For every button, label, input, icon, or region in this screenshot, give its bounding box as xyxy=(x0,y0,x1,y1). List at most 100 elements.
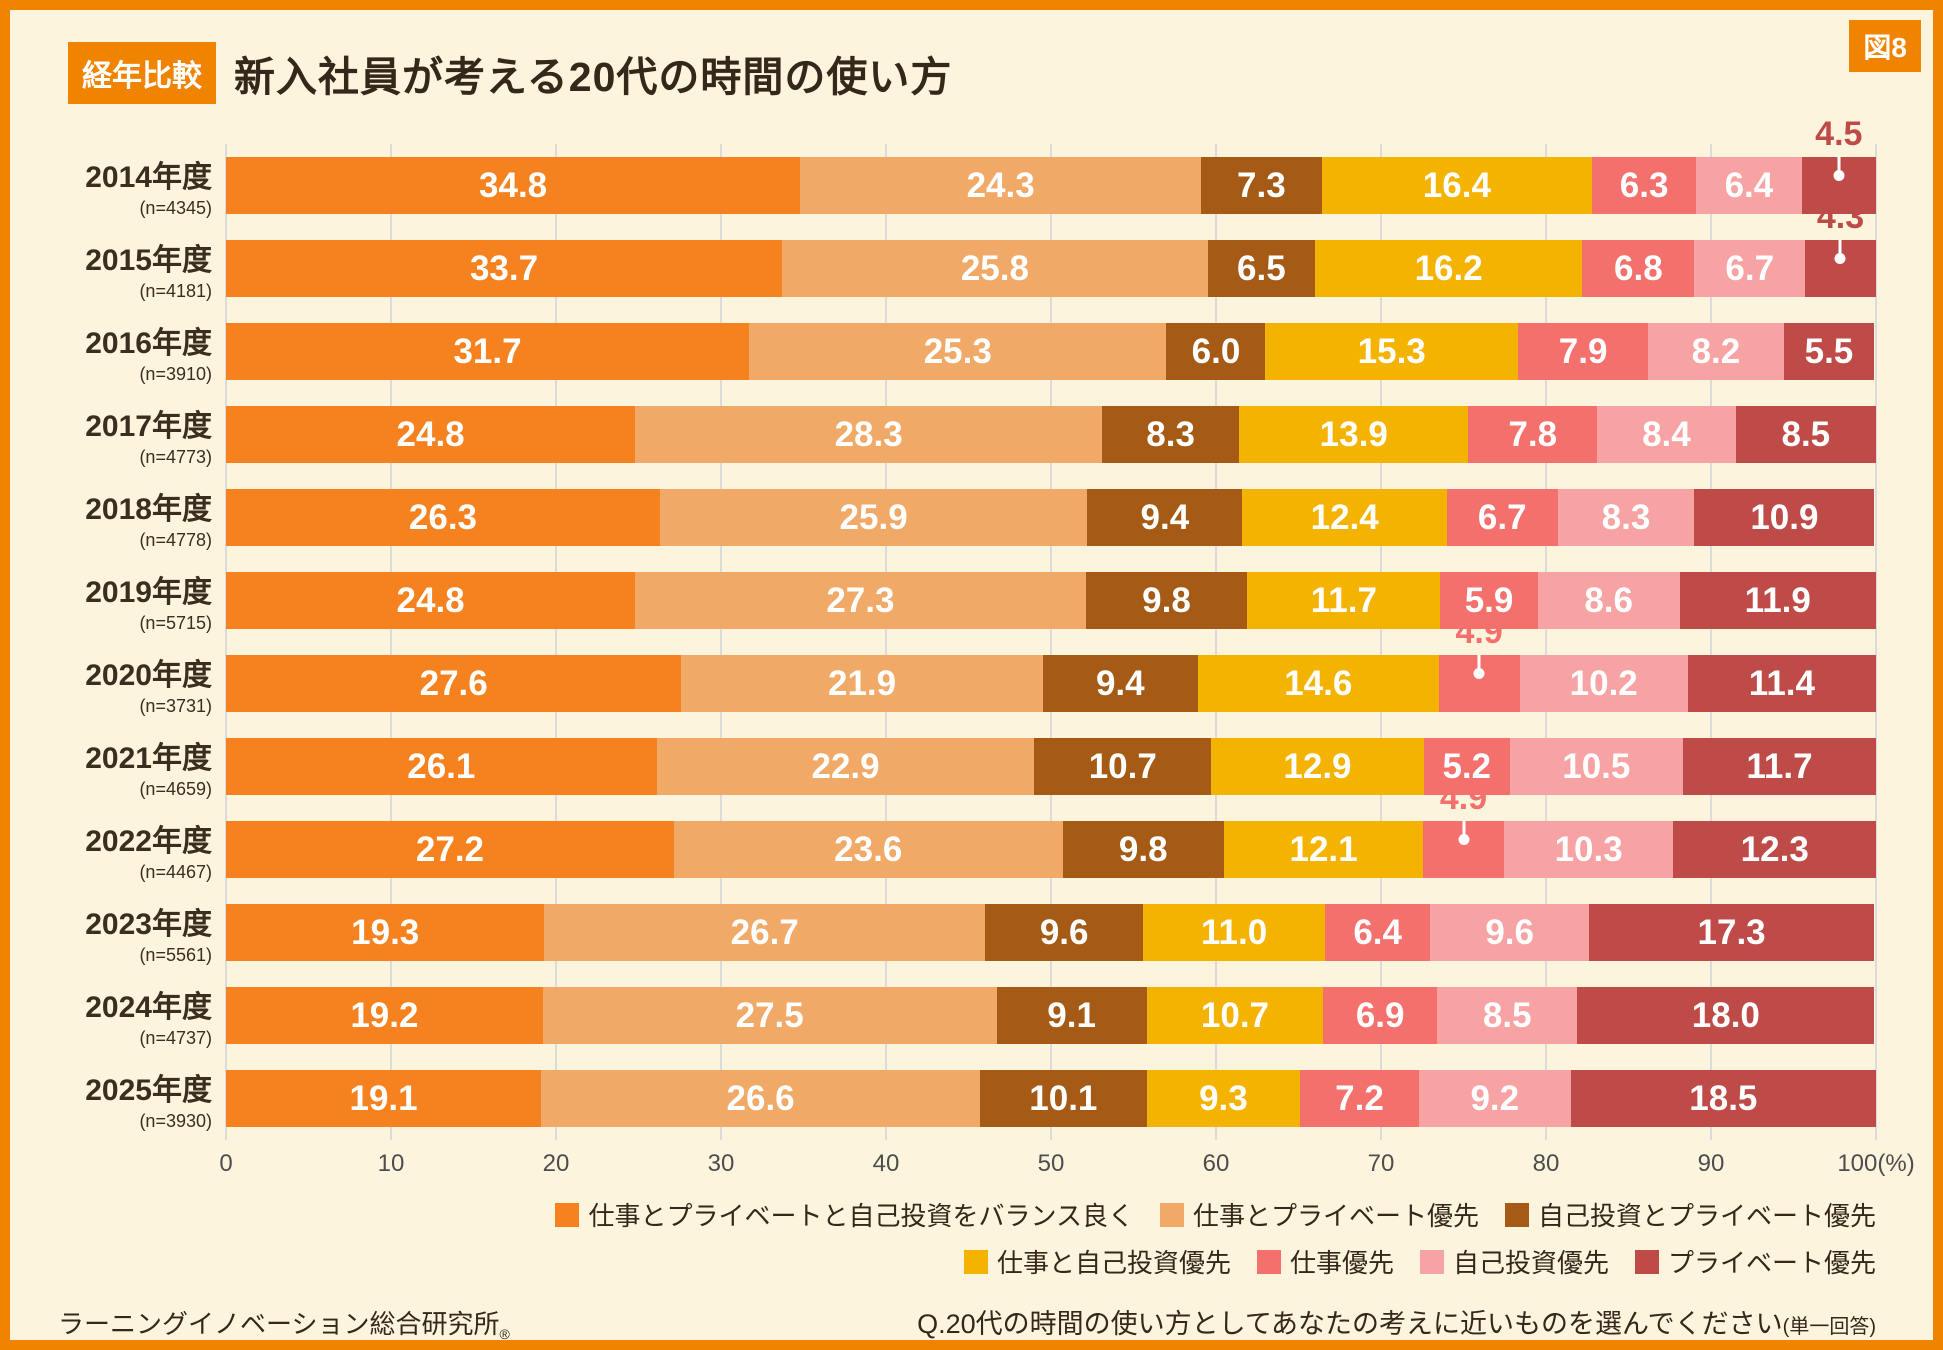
legend-item: 仕事優先 xyxy=(1256,1243,1394,1280)
segment-value-label: 10.7 xyxy=(1088,746,1157,786)
callout-pin-dot xyxy=(1458,834,1470,845)
segment-value-label: 9.1 xyxy=(1047,995,1096,1035)
bar-segment: 9.4 xyxy=(1087,489,1243,546)
segment-value-label: 25.9 xyxy=(839,497,908,537)
bar-row: 27.2 23.6 9.8 12.1 4.9 10.3 12.3 xyxy=(226,779,1877,891)
bar-segment: 19.1 xyxy=(226,1070,542,1127)
segment-value-label: 6.4 xyxy=(1724,165,1774,205)
segment-value-label: 12.9 xyxy=(1283,746,1352,786)
stacked-bar: 27.2 23.6 9.8 12.1 4.9 10.3 12.3 xyxy=(226,779,1877,878)
bar-segment: 12.9 xyxy=(1211,738,1424,795)
bar-row: 27.6 21.9 9.4 14.6 4.9 10.2 11.4 xyxy=(226,613,1876,725)
year-label: 2021年度 xyxy=(85,742,212,775)
bar-segment: 27.5 xyxy=(542,987,997,1044)
bar-segment: 8.6 xyxy=(1537,572,1680,629)
row-label: 2025年度 (n=3930) xyxy=(58,1057,226,1140)
segment-value-label: 9.3 xyxy=(1199,1078,1248,1118)
bar-row: 26.1 22.9 10.7 12.9 5.2 10.5 11.7 xyxy=(226,725,1876,808)
stacked-bar: 26.3 25.9 9.4 12.4 6.7 8.3 10.9 xyxy=(226,489,1876,546)
bar-segment: 10.7 xyxy=(1146,987,1324,1044)
segment-value-label: 6.0 xyxy=(1191,331,1241,371)
callout-pin-dot xyxy=(1473,668,1485,679)
segment-value-label: 16.2 xyxy=(1414,248,1483,288)
legend-label: 仕事優先 xyxy=(1289,1248,1394,1278)
bar-segment: 10.2 xyxy=(1519,655,1688,712)
legend-item: 仕事とプライベートと自己投資をバランス良く xyxy=(555,1196,1134,1233)
sample-size-label: (n=4778) xyxy=(139,530,212,550)
segment-value-label: 34.8 xyxy=(479,165,548,205)
bar-row: 33.7 25.8 6.5 16.2 6.8 6.7 4.3 xyxy=(226,198,1876,310)
year-label: 2014年度 xyxy=(85,161,212,194)
segment-value-label: 19.2 xyxy=(350,995,419,1035)
segment-value-label: 19.3 xyxy=(351,912,420,952)
legend: 仕事とプライベートと自己投資をバランス良く 仕事とプライベート優先 自己投資とプライ… xyxy=(10,1196,1876,1280)
segment-value-label: 27.2 xyxy=(415,829,485,869)
bar-segment: 6.5 xyxy=(1207,240,1315,297)
segment-value-label: 7.3 xyxy=(1237,165,1286,205)
bar-segment: 24.8 xyxy=(226,406,636,463)
gridline xyxy=(1875,144,1877,1140)
row-label: 2022年度 (n=4467) xyxy=(58,808,226,891)
segment-value-label: 8.5 xyxy=(1482,995,1532,1035)
callout-value-label: 4.9 xyxy=(1439,779,1488,817)
bar-segment: 10.1 xyxy=(980,1070,1147,1127)
segment-value-label: 21.9 xyxy=(828,663,897,703)
stacked-bar: 19.2 27.5 9.1 10.7 6.9 8.5 18.0 xyxy=(226,987,1876,1044)
segment-value-label: 11.7 xyxy=(1310,580,1377,620)
callout-value-label: 4.5 xyxy=(1815,115,1863,153)
gridline xyxy=(225,144,227,1140)
callout-pin-dot xyxy=(1833,170,1845,181)
segment-value-label: 8.3 xyxy=(1146,414,1195,454)
bar-segment: 25.3 xyxy=(749,323,1167,380)
legend-swatch xyxy=(1504,1202,1529,1227)
legend-row: 仕事と自己投資優先 仕事優先 自己投資優先 プライベート優先 xyxy=(963,1243,1876,1280)
bar-segment: 18.5 xyxy=(1570,1070,1876,1127)
bar-segment: 10.7 xyxy=(1034,738,1212,795)
segment-value-label: 26.1 xyxy=(407,746,476,786)
year-label: 2025年度 xyxy=(85,1074,212,1107)
question-note: (単一回答) xyxy=(1782,1316,1876,1338)
bar-segment: 26.1 xyxy=(226,738,657,795)
segment-value-label: 9.6 xyxy=(1039,912,1089,952)
segment-value-label: 10.5 xyxy=(1562,746,1631,786)
question-text: Q.20代の時間の使い方としてあなたの考えに近いものを選んでください xyxy=(917,1309,1783,1339)
year-label: 2016年度 xyxy=(85,327,212,360)
gridlines xyxy=(225,144,1877,1140)
sample-size-label: (n=4181) xyxy=(139,281,212,301)
segment-value-label: 18.5 xyxy=(1689,1078,1758,1118)
legend-label: プライベート優先 xyxy=(1667,1248,1876,1278)
year-label: 2019年度 xyxy=(85,576,212,609)
bar-row: 24.8 27.3 9.8 11.7 5.9 8.6 11.9 xyxy=(226,559,1876,642)
segment-value-label: 8.6 xyxy=(1584,580,1633,620)
legend-item: 自己投資とプライベート優先 xyxy=(1504,1196,1876,1233)
segment-value-label: 11.4 xyxy=(1748,663,1815,703)
year-label: 2024年度 xyxy=(85,991,212,1024)
segment-value-label: 13.9 xyxy=(1319,414,1388,454)
bar-segment: 26.3 xyxy=(226,489,660,546)
segment-value-label: 6.3 xyxy=(1619,165,1669,205)
footer: ラーニングイノベーション総合研究所® Q.20代の時間の使い方としてあなたの考え… xyxy=(58,1302,1876,1340)
bar-segment: 10.5 xyxy=(1509,738,1683,795)
stacked-bar: 19.1 26.6 10.1 9.3 7.2 9.2 18.5 xyxy=(226,1070,1876,1127)
bar-segment: 15.3 xyxy=(1265,323,1518,380)
bar-segment: 9.1 xyxy=(996,987,1147,1044)
row-label: 2017年度 (n=4773) xyxy=(58,393,226,476)
figure-tag: 図8 xyxy=(1849,20,1921,72)
bar-segment: 6.3 xyxy=(1592,157,1697,214)
legend-row: 仕事とプライベートと自己投資をバランス良く 仕事とプライベート優先 自己投資とプライ… xyxy=(555,1196,1876,1233)
segment-value-label: 8.3 xyxy=(1601,497,1651,537)
bar-row: 24.8 28.3 8.3 13.9 7.8 8.4 8.5 xyxy=(226,393,1876,476)
callout-pin-dot xyxy=(1834,253,1846,264)
legend-swatch xyxy=(1256,1249,1281,1274)
legend-label: 仕事とプライベートと自己投資をバランス良く xyxy=(588,1201,1134,1231)
x-axis: 0 10 20 30 40 50 60 70 80 90 100(%) xyxy=(219,1140,1914,1182)
bar-segment: 33.7 xyxy=(226,240,783,297)
bar-segment: 8.3 xyxy=(1557,489,1695,546)
bar-segment: 21.9 xyxy=(681,655,1043,712)
bar-segment: 8.4 xyxy=(1597,406,1736,463)
plot-area: 34.8 24.3 7.3 16.4 6.3 6.4 4.5 33.7 25.8 6.5 16.2 6… xyxy=(219,115,1914,1182)
legend-swatch xyxy=(1159,1202,1184,1227)
bar-segment: 4.5 xyxy=(1801,115,1876,214)
segment-value-label: 10.7 xyxy=(1200,995,1270,1035)
segment-value-label: 27.6 xyxy=(419,663,488,703)
